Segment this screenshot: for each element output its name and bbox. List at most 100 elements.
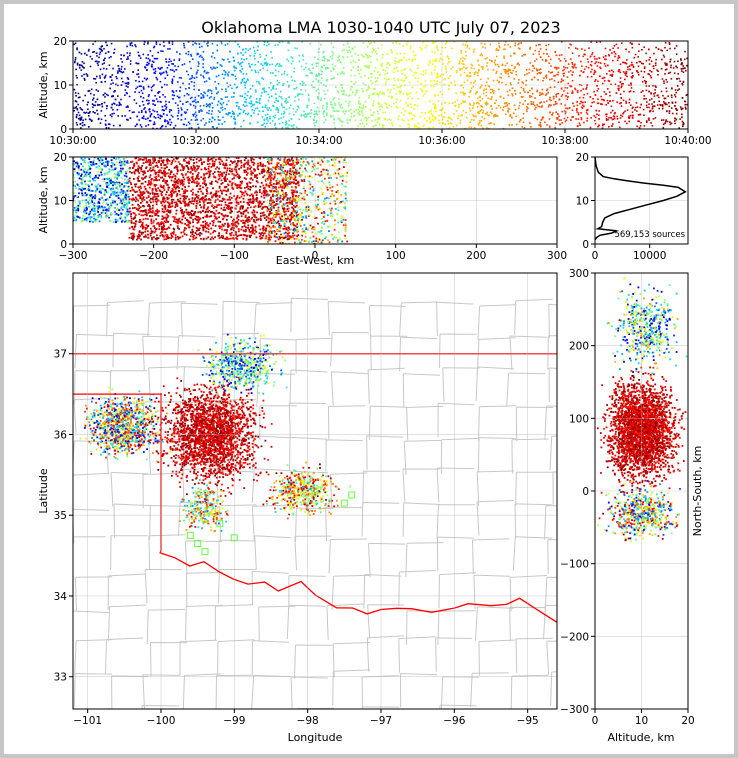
altitude-time-point (298, 54, 301, 57)
altitude-time-point (208, 112, 210, 115)
altitude-time-point (511, 93, 513, 95)
altitude-time-point (445, 41, 448, 43)
altitude-time-point (479, 99, 481, 102)
altitude-time-point (145, 57, 148, 59)
east-west-point (286, 197, 289, 200)
east-west-point (94, 213, 96, 216)
altitude-time-point (99, 51, 102, 54)
altitude-time-point (400, 84, 403, 87)
east-west-point (77, 216, 79, 218)
east-west-point (86, 189, 89, 191)
east-west-point (125, 157, 128, 159)
altitude-time-point (670, 66, 672, 69)
altitude-time-point (148, 94, 150, 96)
altitude-time-point (563, 68, 565, 71)
altitude-time-point (473, 119, 475, 121)
altitude-time-point (321, 107, 324, 109)
altitude-time-point (656, 104, 659, 106)
altitude-time-point (500, 73, 502, 75)
altitude-time-point (232, 74, 234, 76)
east-west-point (123, 204, 126, 206)
altitude-time-point (589, 55, 592, 58)
altitude-time-point (346, 119, 349, 121)
east-west-point (164, 200, 167, 202)
altitude-time-point (153, 110, 156, 113)
altitude-time-point (428, 111, 431, 113)
east-west-point (98, 191, 101, 193)
altitude-time-point (372, 114, 374, 116)
altitude-time-point (152, 127, 154, 129)
altitude-time-point (272, 105, 275, 107)
altitude-time-point (473, 50, 475, 53)
east-west-point (124, 191, 127, 194)
altitude-time-point (669, 61, 671, 63)
altitude-time-point (213, 96, 216, 99)
altitude-time-point (202, 117, 205, 120)
altitude-time-point (576, 107, 578, 110)
altitude-time-point (601, 127, 604, 129)
east-west-point (87, 161, 90, 164)
altitude-time-point (671, 112, 674, 115)
altitude-time-point (648, 48, 650, 51)
altitude-time-point (135, 87, 137, 90)
altitude-time-point (391, 51, 393, 54)
altitude-time-point (664, 62, 666, 64)
altitude-time-point (439, 91, 442, 93)
altitude-time-point (535, 106, 537, 109)
altitude-time-point (561, 41, 563, 43)
altitude-time-point (243, 109, 245, 112)
east-west-point (93, 179, 95, 182)
altitude-time-point (74, 92, 77, 94)
east-west-point (106, 198, 109, 201)
altitude-time-point (285, 102, 287, 104)
altitude-time-point (191, 58, 194, 60)
east-west-point (250, 166, 253, 169)
altitude-time-point (120, 54, 122, 56)
east-west-point (194, 178, 197, 180)
altitude-time-point (613, 117, 616, 120)
altitude-time-point (294, 47, 296, 49)
altitude-time-point (200, 109, 202, 111)
altitude-time-point (116, 104, 118, 106)
east-west-point (158, 161, 160, 164)
altitude-time-point (116, 109, 119, 111)
east-west-points (73, 157, 349, 244)
altitude-time-point (369, 55, 372, 58)
altitude-time-point (149, 50, 152, 52)
altitude-time-point (234, 66, 236, 69)
altitude-time-point (366, 54, 368, 57)
altitude-time-point (216, 92, 218, 95)
altitude-time-point (249, 55, 251, 57)
altitude-time-point (332, 68, 335, 71)
altitude-time-point (179, 53, 181, 55)
altitude-time-point (486, 111, 489, 114)
altitude-time-point (409, 68, 411, 70)
altitude-time-point (154, 68, 157, 70)
altitude-time-point (494, 113, 497, 116)
altitude-time-point (74, 42, 77, 45)
altitude-time-point (87, 112, 90, 114)
altitude-time-point (632, 64, 634, 66)
east-west-point (110, 213, 113, 215)
altitude-time-point (259, 99, 261, 101)
altitude-time-point (448, 102, 451, 105)
altitude-time-point (580, 118, 583, 121)
altitude-time-point (670, 78, 673, 80)
altitude-time-point (365, 65, 367, 68)
east-west-point (268, 220, 271, 223)
altitude-time-point (150, 113, 153, 115)
altitude-time-point (398, 43, 401, 45)
east-west-point (187, 166, 189, 169)
altitude-time-point (611, 118, 614, 121)
east-west-point (275, 211, 278, 214)
east-west-point (77, 207, 79, 210)
east-west-point (192, 191, 194, 194)
altitude-time-point (504, 68, 507, 71)
east-west-point (115, 213, 118, 215)
altitude-time-point (664, 69, 667, 71)
east-west-point (247, 159, 250, 162)
altitude-time-point (336, 90, 339, 92)
altitude-time-point (643, 98, 645, 100)
altitude-time-point (281, 73, 283, 76)
altitude-time-point (507, 73, 509, 75)
